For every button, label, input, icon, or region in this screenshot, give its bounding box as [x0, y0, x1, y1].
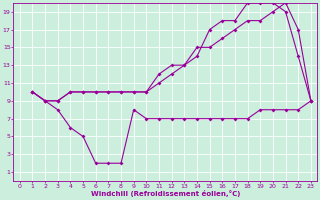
- X-axis label: Windchill (Refroidissement éolien,°C): Windchill (Refroidissement éolien,°C): [91, 190, 240, 197]
